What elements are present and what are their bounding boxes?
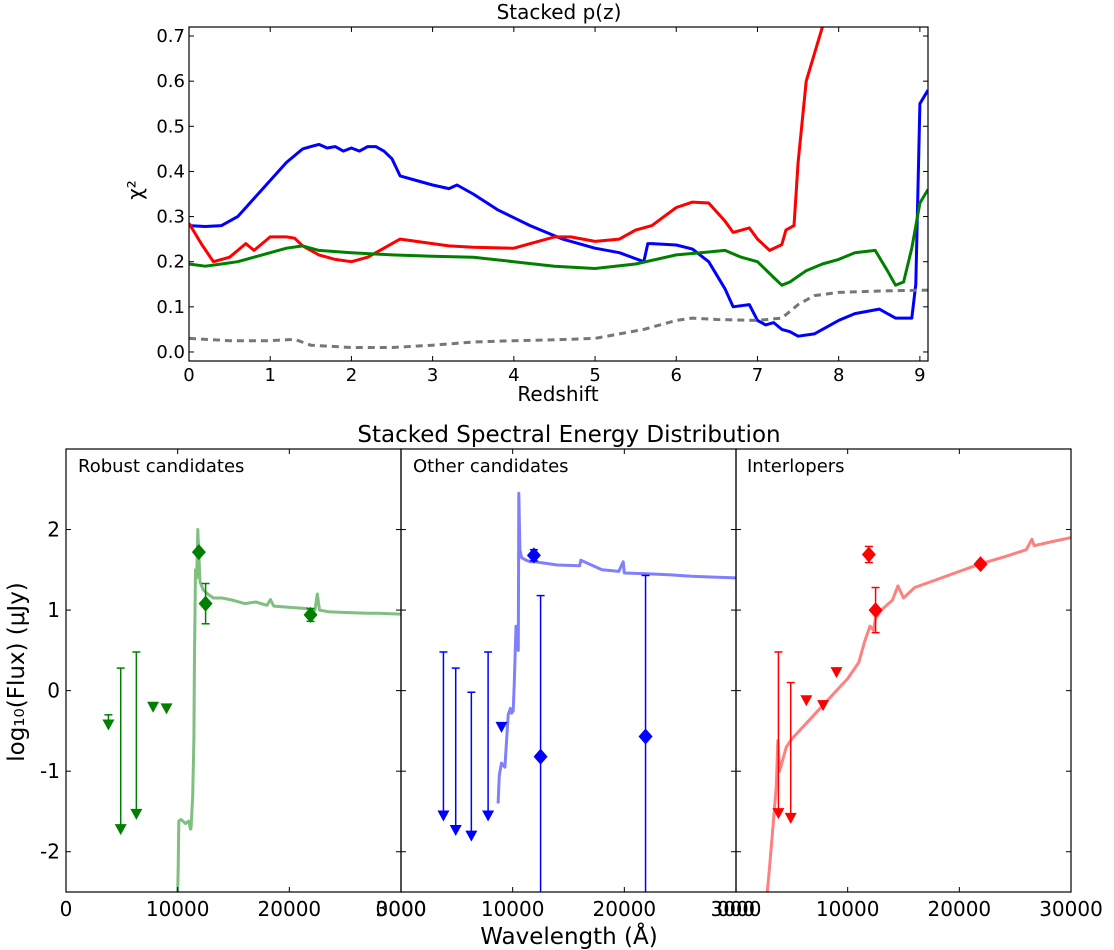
pz-ytick-label: 0.3: [156, 207, 185, 228]
pz-ytick-label: 0.1: [156, 297, 185, 318]
sed-upper-limit-marker: [449, 824, 462, 836]
pz-chart-title: Stacked p(z): [497, 0, 622, 24]
pz-xtick-label: 8: [833, 365, 844, 386]
sed-xtick-label: 3000: [711, 897, 762, 921]
sed-detection-marker: [638, 728, 653, 745]
sed-xtick-label: 10000: [816, 897, 880, 921]
sed-detection-marker: [861, 546, 876, 563]
pz-xtick-label: 2: [346, 365, 357, 386]
pz-ytick-label: 0.6: [156, 71, 185, 92]
sed-panel-label-other: Other candidates: [413, 456, 569, 477]
sed-xtick-label: 20000: [593, 897, 657, 921]
pz-ytick-label: 0.5: [156, 116, 185, 137]
sed-detection-marker: [303, 606, 318, 623]
pz-ytick-label: 0.7: [156, 26, 185, 47]
pz-xtick-label: 6: [671, 365, 682, 386]
sed-xtick-label: 10000: [146, 897, 210, 921]
sed-panel-1-marks: [437, 491, 736, 892]
sed-xtick-label: 20000: [928, 897, 992, 921]
pz-plot-area: [189, 27, 928, 349]
sed-upper-limit-marker: [830, 667, 843, 679]
sed-detection-marker: [533, 748, 548, 765]
sed-model-spectrum: [176, 528, 401, 892]
pz-series-green: [189, 188, 928, 287]
pz-ytick-label: 0.4: [156, 161, 185, 182]
pz-series-red: [189, 27, 824, 264]
sed-upper-limit-marker: [772, 808, 785, 820]
sed-detection-marker: [526, 547, 541, 564]
pz-ytick-label: 0.2: [156, 252, 185, 273]
sed-plot-area: [102, 491, 1071, 892]
sed-panel-frames: [65, 448, 1072, 893]
pz-xtick-label: 0: [183, 365, 194, 386]
sed-ytick-label: -2: [40, 840, 60, 864]
sed-xtick-label: 0: [60, 897, 73, 921]
sed-panel-label-interlopers: Interlopers: [747, 456, 845, 477]
sed-ytick-label: 2: [47, 518, 60, 542]
pz-xtick-label: 3: [427, 365, 438, 386]
sed-upper-limit-marker: [495, 721, 508, 733]
sed-upper-limit-marker: [114, 824, 127, 836]
sed-xtick-label: 20000: [258, 897, 322, 921]
sed-upper-limit-marker: [817, 700, 830, 712]
sed-ytick-label: 0: [47, 679, 60, 703]
pz-plot-frame: [188, 26, 929, 362]
sed-upper-limit-marker: [130, 808, 143, 820]
sed-ytick-label: 1: [47, 598, 60, 622]
pz-xtick-label: 5: [589, 365, 600, 386]
sed-upper-limit-marker: [147, 701, 160, 713]
pz-xtick-label: 1: [264, 365, 275, 386]
pz-ytick-label: 0.0: [156, 342, 185, 363]
pz-xtick-label: 9: [914, 365, 925, 386]
sed-xtick-label: 30000: [1039, 897, 1103, 921]
sed-panel-2-marks: [765, 536, 1071, 892]
pz-xlabel: Redshift: [517, 382, 598, 406]
pz-series-group: [189, 27, 928, 349]
sed-panel-label-robust: Robust candidates: [78, 456, 244, 477]
pz-series-blue: [189, 89, 928, 338]
pz-chart: Stacked p(z) 0 1 2 3 4 5 6 7 8 9 0.0 0.1 0.2 0.3 0.4 0.…: [123, 0, 929, 406]
sed-upper-limit-marker: [800, 695, 813, 707]
sed-upper-limit-marker: [465, 830, 478, 842]
sed-upper-limit-marker: [784, 812, 797, 824]
sed-chart-title: Stacked Spectral Energy Distribution: [357, 422, 780, 448]
pz-ylabel: χ²: [123, 180, 147, 200]
sed-xtick-label: 0000: [376, 897, 427, 921]
sed-panel-0-marks: [102, 528, 401, 892]
sed-xtick-label: 10000: [481, 897, 545, 921]
sed-upper-limit-marker: [437, 810, 450, 822]
sed-detection-marker: [973, 556, 988, 573]
sed-panel-frame: [735, 448, 1072, 893]
sed-upper-limit-marker: [482, 810, 495, 822]
sed-detection-marker: [198, 595, 213, 612]
sed-xlabel: Wavelength (Å): [480, 922, 657, 950]
sed-upper-limit-marker: [102, 719, 115, 731]
pz-xtick-label: 7: [752, 365, 763, 386]
sed-detection-marker: [191, 544, 206, 561]
sed-chart: Stacked Spectral Energy Distribution 0 10…: [4, 422, 1103, 950]
pz-xtick-label: 4: [508, 365, 519, 386]
pz-series-gray-dashed: [189, 288, 928, 349]
sed-xtick-label: 3000: [376, 897, 427, 921]
sed-model-spectrum: [765, 536, 1071, 892]
pz-axis-ticks: 0 1 2 3 4 5 6 7 8 9 0.0 0.1 0.2 0.3 0.4 0.5 0.6 0.7: [156, 26, 928, 386]
sed-detection-marker: [868, 602, 883, 619]
sed-upper-limit-marker: [160, 703, 173, 715]
sed-xtick-label: 000: [717, 897, 755, 921]
sed-model-spectrum: [496, 491, 736, 804]
sed-ytick-label: -1: [40, 759, 60, 783]
sed-ylabel: log₁₀(Flux) (μJy): [4, 582, 30, 762]
